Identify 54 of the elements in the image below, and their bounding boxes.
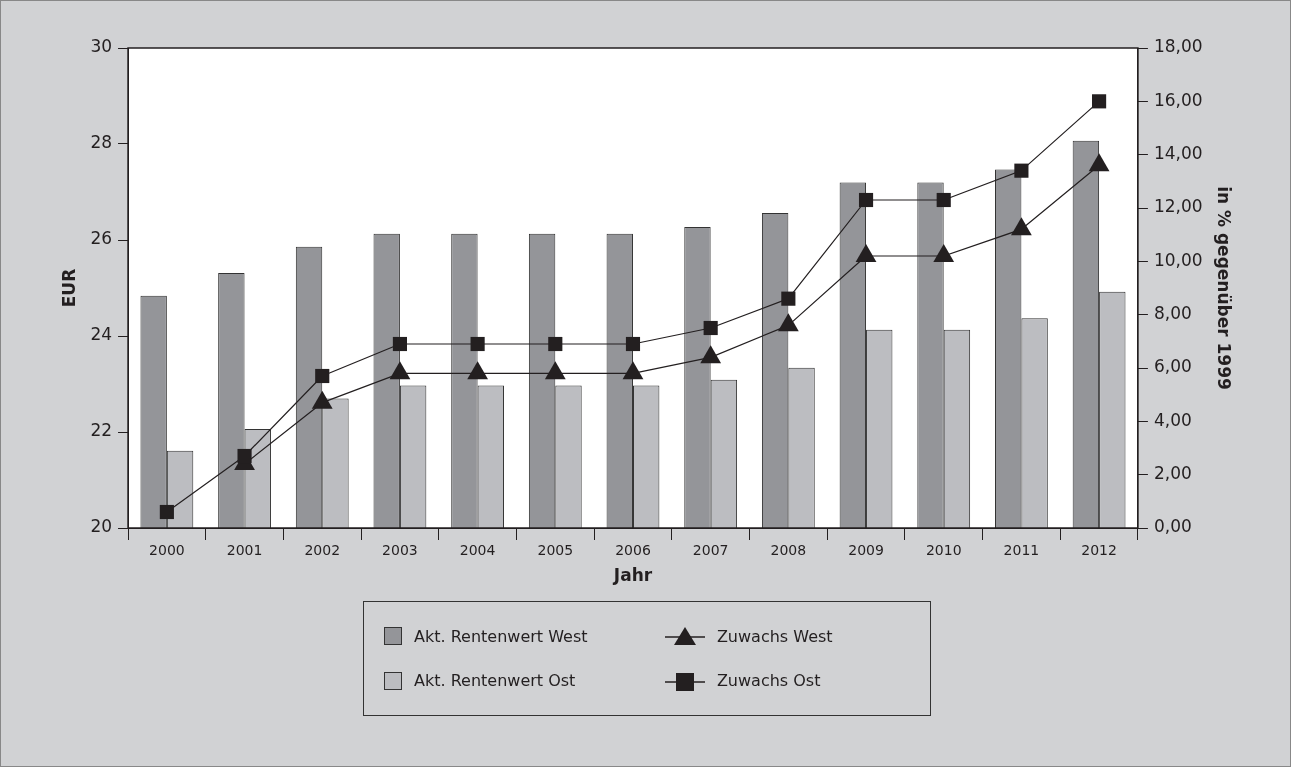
point xyxy=(548,336,563,352)
x-tick-label: 2012 xyxy=(1081,542,1117,559)
legend-label: Zuwachs West xyxy=(716,626,833,646)
point xyxy=(781,291,796,306)
point xyxy=(311,390,333,409)
y2-axis-title: in % gegenüber 1999 xyxy=(1214,186,1235,390)
point xyxy=(858,192,874,208)
y-tick-label: 30 xyxy=(90,36,113,57)
point xyxy=(1014,163,1029,178)
y-tick-label: 22 xyxy=(90,420,113,441)
y2-tick-label: 14,00 xyxy=(1153,143,1203,164)
x-tick-label: 2004 xyxy=(459,542,496,559)
x-tick-label: 2006 xyxy=(615,542,651,559)
point xyxy=(470,336,485,352)
x-tick-label: 2000 xyxy=(149,542,185,559)
x-tick-label: 2007 xyxy=(692,542,729,559)
x-axis-title: Jahr xyxy=(612,565,653,586)
point xyxy=(467,361,489,380)
y-axis-title: EUR xyxy=(58,268,79,308)
legend-label: Akt. Rentenwert Ost xyxy=(414,671,576,691)
y2-tick-label: 16,00 xyxy=(1153,89,1203,110)
y2-tick-label: 4,00 xyxy=(1153,409,1192,430)
point xyxy=(1092,94,1107,109)
point xyxy=(936,192,951,208)
y2-tick-label: 18,00 xyxy=(1153,36,1203,57)
y2-tick-label: 6,00 xyxy=(1153,356,1192,377)
y2-tick-label: 12,00 xyxy=(1153,196,1203,217)
x-tick-label: 2010 xyxy=(925,542,962,559)
x-tick-label: 2011 xyxy=(1003,542,1040,559)
y-tick-label: 20 xyxy=(90,516,113,537)
y-tick-label: 28 xyxy=(90,132,113,153)
legend-label: Akt. Rentenwert West xyxy=(414,626,588,646)
y-tick-label: 26 xyxy=(90,228,113,249)
x-tick-label: 2001 xyxy=(226,542,263,559)
legend-label: Zuwachs Ost xyxy=(716,671,821,691)
point xyxy=(315,368,330,384)
point xyxy=(622,361,644,380)
point xyxy=(703,320,718,336)
x-tick-label: 2008 xyxy=(770,542,807,559)
x-tick-label: 2002 xyxy=(304,542,341,559)
point xyxy=(392,336,407,352)
y2-tick-label: 2,00 xyxy=(1153,463,1192,484)
x-tick-label: 2009 xyxy=(848,542,884,559)
y2-tick-label: 0,00 xyxy=(1153,516,1192,537)
y2-tick-label: 8,00 xyxy=(1153,303,1192,324)
x-tick-label: 2003 xyxy=(382,542,418,559)
point xyxy=(625,336,641,352)
point xyxy=(544,361,566,380)
point xyxy=(700,345,722,364)
point xyxy=(389,361,411,380)
y2-tick-label: 10,00 xyxy=(1153,249,1203,270)
y-tick-label: 24 xyxy=(90,324,113,345)
x-tick-label: 2005 xyxy=(537,542,574,559)
point xyxy=(777,313,799,332)
